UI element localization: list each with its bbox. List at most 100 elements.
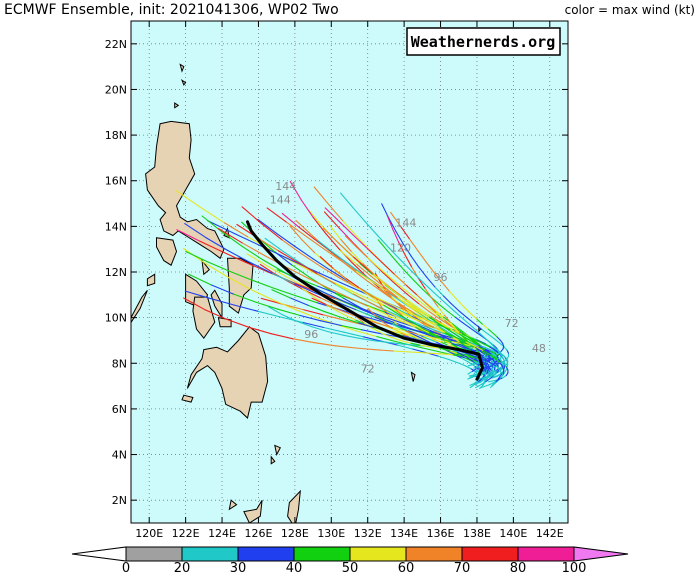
member-track-segment [428,316,440,325]
member-track-segment [490,379,499,388]
member-track-segment [420,327,434,335]
member-track-segment [261,223,283,241]
member-track-segment [483,348,491,352]
member-track-segment [471,325,481,335]
member-track-segment [438,323,450,331]
member-track-segment [469,374,475,377]
member-track-segment [380,299,398,310]
member-track-segment [381,271,396,285]
member-track-segment [475,338,486,345]
member-track-segment [405,271,415,282]
colorbar-label: 80 [510,561,527,576]
member-track-segment [482,349,491,355]
member-track-segment [395,230,404,245]
land-polygon [201,258,210,276]
member-track-segment [398,284,411,295]
axis-ticks: 120E 122E 124E 126E 128E 130E 132E 134E 136E 138E… [105,21,568,540]
lon-tick-label: 122E [172,527,200,540]
lat-tick-label: 16N [105,175,127,188]
land-polygon [270,455,276,465]
member-track-segment [226,318,250,328]
member-track-segment [381,315,400,323]
member-track-segment [374,296,393,306]
member-track-segment [358,262,373,275]
land-polygon [181,394,194,403]
member-track-segment [291,264,310,278]
member-track-segment [443,314,451,323]
chart-title: ECMWF Ensemble, init: 2021041306, WP02 T… [4,2,339,18]
member-track-segment [429,315,442,324]
member-track-segment [483,377,492,384]
member-track-segment [439,338,452,343]
member-track-segment [384,283,397,294]
member-track-segment [435,311,445,321]
member-track-segment [370,280,387,292]
member-track-segment [388,217,397,232]
member-track-segment [469,354,479,359]
member-track-segment [339,238,352,252]
member-track-segment [313,186,330,205]
mean-track-line [246,220,484,381]
member-track-segment [391,327,406,332]
member-track-segment [185,250,208,263]
member-track-segment [414,325,430,334]
member-track-segment [384,286,398,298]
member-track-segment [223,221,249,238]
member-track-segment [368,249,383,263]
member-track-segment [277,249,299,263]
land-polygon [274,444,281,456]
member-track-segment [475,318,483,325]
member-track-segment [485,351,490,354]
member-track-segment [293,282,316,294]
colorbar-arrow-right [573,546,629,562]
member-track-segment [383,289,392,298]
member-track-segment [452,324,464,333]
member-track-segment [205,263,230,279]
member-track-segment [271,272,295,285]
land-polygon [186,326,269,419]
member-track-segment [227,249,251,263]
member-track-segment [469,356,476,361]
member-track-segment [370,275,386,288]
member-track-segment [335,301,357,311]
member-track-segment [359,337,377,342]
member-track-segment [313,238,331,252]
member-track-segment [493,338,501,344]
member-track-segment [324,311,343,319]
member-track-segment [340,222,356,238]
member-track-segment [489,350,495,354]
member-track-segment [460,357,469,363]
member-track-segment [418,266,428,278]
member-track-segment [506,349,510,354]
member-track-segment [307,209,322,226]
member-track-segment [281,239,303,255]
member-track-segment [323,326,345,333]
member-track-segment [497,350,503,357]
member-track-segment [434,286,444,296]
member-track-segment [471,368,477,372]
member-track-segment [395,312,410,322]
member-track-segment [449,350,458,354]
member-track-segment [489,374,496,378]
member-track-segment [352,207,366,223]
member-track-segment [329,288,350,299]
member-track-segment [494,371,499,376]
member-track-segment [469,327,477,333]
member-track-segment [467,370,473,375]
member-track-segment [287,267,310,280]
member-track-segment [308,278,331,290]
member-track-segment [294,295,318,304]
lat-tick-label: 8N [112,357,127,370]
member-track-segment [183,297,206,311]
member-track-segment [455,344,466,349]
member-track-segment [301,287,316,299]
member-track-segment [495,362,499,367]
land-polygon [174,102,180,109]
member-track-segment [289,225,303,241]
member-track-segment [302,321,325,329]
member-track-segment [396,308,413,317]
member-track-segment [469,312,477,320]
member-track-segment [244,261,269,273]
member-track-segment [205,237,229,252]
member-track-segment [396,296,410,307]
